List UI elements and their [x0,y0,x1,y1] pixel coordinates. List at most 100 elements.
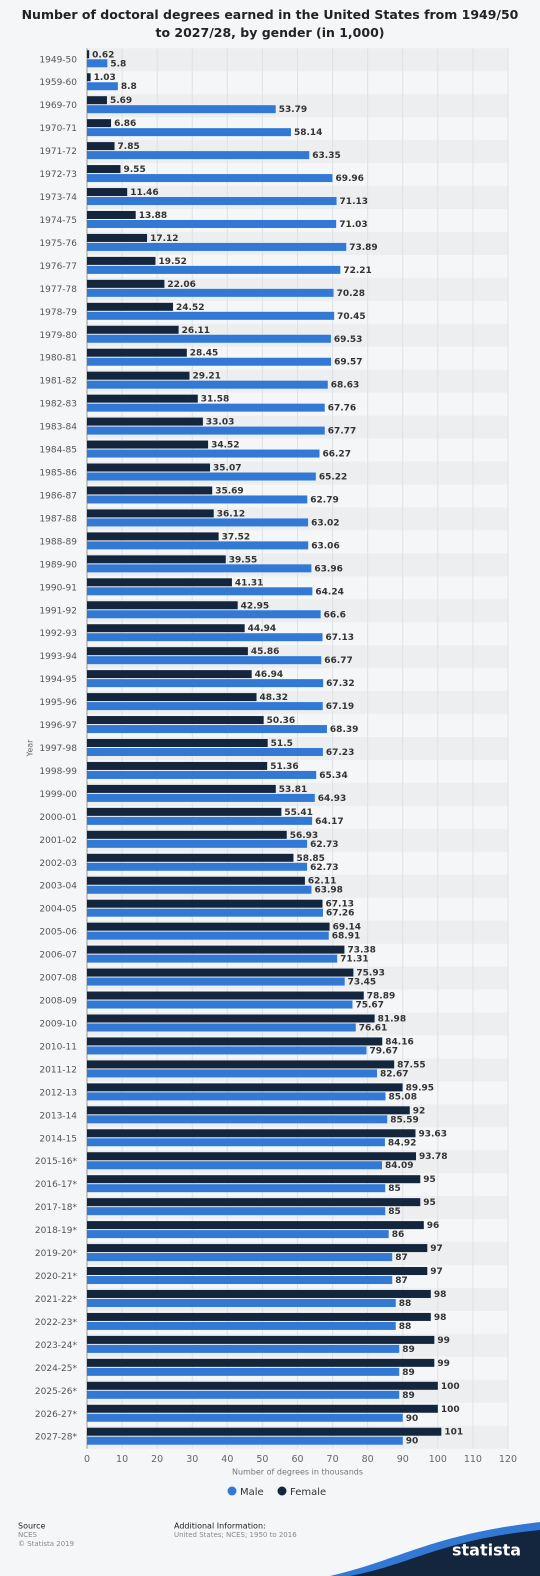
value-label: 69.96 [335,174,363,184]
bar [87,816,313,825]
bar [87,1381,438,1390]
bar [87,587,313,596]
y-tick-label: 2000-01 [39,813,77,823]
bar [87,739,268,747]
bar [87,601,238,610]
y-tick-label: 2026-27* [35,1410,78,1420]
value-label: 67.77 [328,427,356,437]
y-tick-label: 1977-78 [39,285,77,295]
value-label: 17.12 [150,234,178,244]
bar [87,1335,435,1344]
value-label: 68.91 [332,932,360,942]
additional: United States; NCES; 1950 to 2016 [174,1531,297,1539]
bar [87,1184,386,1193]
y-tick-label: 2004-05 [39,905,77,915]
value-label: 33.03 [206,418,234,428]
bar [87,119,112,128]
value-label: 85 [388,1207,401,1217]
y-tick-label: 1981-82 [39,377,77,387]
y-tick-label: 2011-12 [39,1065,77,1075]
bar [87,1312,431,1321]
bar [87,807,282,816]
value-label: 62.73 [310,840,338,850]
bar [87,265,341,274]
value-label: 67.26 [326,909,354,919]
value-label: 35.07 [213,464,241,474]
y-tick-label: 1969-70 [39,101,77,111]
y-tick-label: 1974-75 [39,216,77,226]
value-label: 58.14 [294,128,322,138]
y-tick-label: 1949-50 [39,55,77,65]
value-label: 19.52 [158,257,186,267]
copyright: © Statista 2019 [18,1540,74,1548]
bar [87,693,257,702]
bar [87,417,203,426]
value-label: 98 [434,1290,447,1300]
value-label: 73.89 [349,243,377,253]
value-label: 1.03 [94,73,116,83]
bar [87,1152,417,1161]
y-tick-label: 1988-89 [39,537,77,547]
bar [87,449,320,458]
bar [87,242,347,251]
value-label: 100 [441,1405,460,1415]
value-label: 84.09 [385,1161,413,1171]
bar [87,279,165,288]
value-label: 51.36 [270,762,298,772]
value-label: 73.45 [348,978,376,988]
bar [87,1000,353,1009]
value-label: 63.98 [314,886,342,896]
value-label: 8.8 [121,82,137,92]
bar [87,1390,400,1399]
y-tick-label: 1993-94 [39,652,77,662]
y-tick-label: 1987-88 [39,514,77,524]
y-tick-label: 2007-08 [39,974,77,984]
value-label: 67.76 [328,404,356,414]
value-label: 68.39 [330,725,358,735]
bar [87,1092,386,1101]
value-label: 85 [388,1184,401,1194]
bar [87,702,323,711]
bar [87,1083,403,1092]
value-label: 65.34 [319,771,347,781]
value-label: 90 [406,1437,419,1447]
value-label: 62.73 [310,863,338,873]
legend-marker [227,1486,237,1496]
value-label: 56.93 [290,831,318,841]
value-label: 97 [430,1244,443,1254]
bar [87,610,321,619]
bar [87,1138,385,1147]
value-label: 87.55 [397,1060,425,1070]
bar [87,532,219,541]
additional-label: Additional Information: [174,1522,266,1531]
bar [87,716,264,725]
bar [87,357,332,366]
bar [87,73,91,82]
bar [87,1404,438,1413]
y-tick-label: 1975-76 [39,239,77,249]
value-label: 66.77 [324,656,352,666]
value-label: 5.8 [110,59,126,69]
bar [87,380,328,389]
value-label: 89 [402,1345,415,1355]
bar [87,233,148,242]
y-tick-label: 2015-16* [35,1157,78,1167]
x-tick-label: 20 [151,1454,163,1465]
bar [87,899,323,908]
value-label: 13.88 [139,211,167,221]
x-tick-label: 50 [256,1454,268,1465]
y-tick-label: 2003-04 [39,882,77,892]
value-label: 68.63 [331,381,359,391]
bar [87,1276,393,1285]
bar [87,188,128,197]
value-label: 88 [399,1322,412,1332]
value-label: 66.27 [322,450,350,460]
value-label: 63.06 [311,541,339,551]
bar [87,770,317,779]
bar [87,463,211,472]
value-label: 6.86 [114,119,136,129]
bar [87,633,323,642]
bar [87,1069,378,1078]
bar [87,1436,403,1445]
